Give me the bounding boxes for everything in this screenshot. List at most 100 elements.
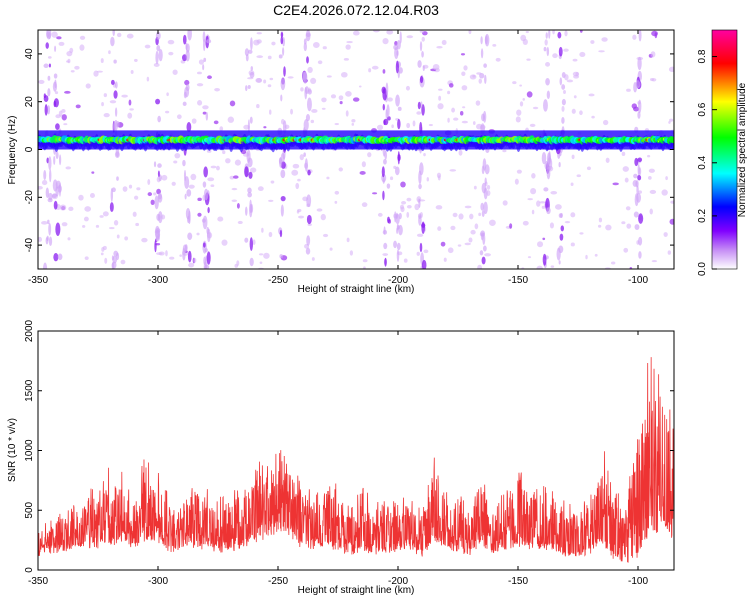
spectrogram-speckle (522, 220, 529, 226)
spectrogram-speckle (51, 31, 58, 38)
spectrogram-speckle (464, 242, 471, 246)
spectrogram-streak (303, 119, 309, 131)
spectrogram-streak (479, 72, 485, 79)
spectrogram-speckle (229, 175, 235, 180)
spectrogram-streak (205, 111, 209, 121)
spectrogram-streak (248, 171, 253, 179)
spectrogram-streak (482, 110, 487, 123)
spectrogram-speckle (585, 254, 588, 260)
spectrogram-speckle (153, 192, 157, 196)
spectrogram-speckle (68, 206, 74, 211)
spectrogram-speckle (207, 75, 212, 80)
spectrogram-streak (480, 48, 484, 59)
spectrogram-speckle (649, 189, 657, 195)
spectrogram-speckle (612, 182, 619, 186)
snr-y-tick-label: 0 (24, 567, 35, 573)
spectrogram-speckle (196, 83, 204, 87)
spectrogram-speckle (605, 157, 610, 163)
spectrogram-speckle (387, 97, 393, 102)
spectrogram-streak (418, 183, 422, 190)
spectrogram-speckle (174, 152, 181, 159)
spectrogram-speckle (116, 32, 122, 38)
spectrogram-streak (484, 33, 490, 47)
spectrogram-speckle (252, 239, 256, 245)
spectrogram-speckle (598, 217, 603, 223)
spectrogram-speckle (423, 249, 429, 254)
spectrogram-speckle (85, 83, 91, 89)
spectrogram-speckle (571, 108, 576, 114)
spectrogram-streak (111, 262, 115, 269)
spectrogram-speckle (100, 252, 104, 256)
spectrogram-streak (393, 240, 398, 249)
spectrogram-streak (203, 261, 207, 269)
spectrogram-streak (306, 97, 312, 112)
spectrogram-speckle (231, 187, 238, 191)
spectrogram-streak (203, 188, 209, 201)
spectrogram-streak (482, 158, 487, 171)
spectrogram-speckle (564, 221, 571, 224)
spectrogram-streak (155, 50, 159, 65)
spectrogram-speckle (221, 239, 228, 246)
spectrogram-speckle (579, 30, 583, 33)
spectrogram-y-tick-label: -40 (24, 237, 35, 252)
spectrogram-speckle (477, 264, 483, 269)
spectrogram-streak (184, 193, 187, 200)
spectrogram-streak (154, 195, 159, 210)
spectrogram-speckle (531, 209, 535, 215)
spectrogram-speckle (400, 206, 405, 213)
spectrogram-streak (45, 237, 49, 245)
spectrogram-speckle (453, 117, 459, 121)
spectrogram-x-tick-label: -350 (28, 275, 48, 286)
spectrogram-speckle (317, 60, 323, 65)
spectrogram-speckle (579, 232, 584, 235)
spectrogram-streak (383, 242, 388, 250)
spectrogram-speckle (197, 212, 202, 217)
spectrogram-speckle (100, 58, 104, 64)
spectrogram-speckle (458, 213, 464, 220)
spectrogram-speckle (202, 105, 209, 110)
spectrogram-streak (397, 118, 401, 130)
spectrogram-speckle (130, 70, 134, 74)
spectrogram-speckle (295, 182, 300, 190)
spectrogram-speckle (484, 253, 491, 257)
spectrogram-speckle (128, 184, 133, 189)
spectrogram-speckle (361, 161, 366, 168)
spectrogram-streak (249, 237, 254, 251)
spectrogram-speckle (338, 167, 343, 172)
spectrogram-streak (115, 147, 120, 158)
spectrogram-streak (249, 204, 253, 218)
spectrogram-streak (279, 229, 283, 238)
spectrogram-speckle (382, 253, 389, 256)
spectrogram-speckle (321, 97, 327, 103)
spectrogram-speckle (126, 33, 134, 39)
spectrogram-speckle (527, 198, 534, 201)
colorbar-tick-label: 0.0 (697, 262, 708, 276)
spectrogram-speckle (621, 151, 626, 157)
spectrogram-streak (303, 152, 306, 157)
spectrogram-streak (634, 157, 639, 167)
spectrogram-speckle (382, 69, 386, 74)
spectrogram-speckle (82, 224, 86, 228)
spectrogram-streak (183, 91, 187, 99)
spectrogram-speckle (116, 234, 120, 239)
spectrogram-speckle (489, 219, 496, 226)
spectrogram-speckle (563, 48, 569, 52)
spectrogram-speckle (156, 252, 163, 255)
spectrogram-speckle (554, 204, 562, 210)
spectrogram-speckle (665, 176, 668, 181)
spectrogram-speckle (202, 111, 207, 115)
spectrogram-speckle (346, 237, 350, 243)
spectrogram-speckle (84, 206, 92, 212)
spectrogram-streak (48, 222, 52, 236)
spectrogram-speckle (263, 79, 267, 84)
spectrogram-streak (186, 189, 192, 197)
spectrogram-streak (384, 257, 387, 267)
spectrogram-speckle (416, 233, 424, 237)
spectrogram-streak (387, 216, 391, 224)
spectrogram-speckle (64, 90, 71, 94)
spectrogram-speckle (256, 104, 260, 109)
spectrogram-streak (545, 32, 548, 39)
spectrogram-speckle (169, 256, 175, 260)
spectrogram-speckle (191, 118, 197, 124)
spectrogram-speckle (669, 218, 674, 225)
